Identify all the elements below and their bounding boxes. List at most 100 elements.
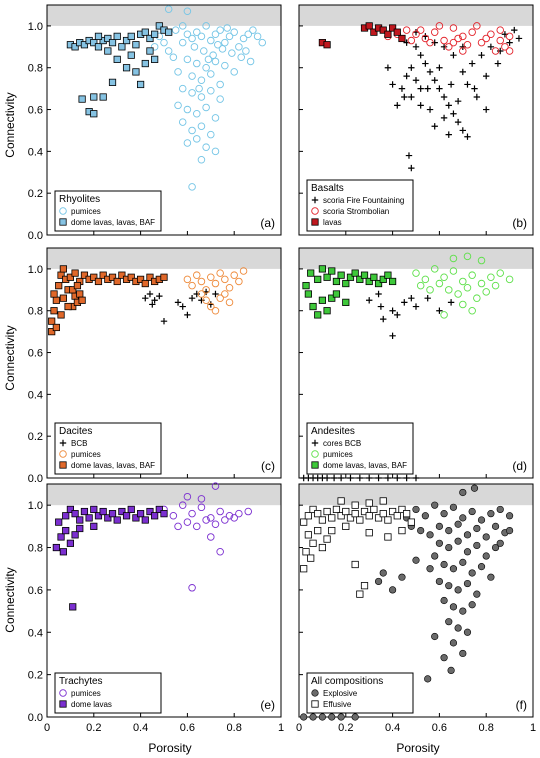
data-point [230,271,238,279]
data-point [473,294,481,302]
panel-label: (b) [512,216,527,230]
data-point [90,39,98,47]
legend-title: Dacites [59,426,92,437]
data-point [211,306,220,315]
data-point [337,271,345,279]
data-point [216,269,224,277]
data-point [449,565,458,573]
legend-box [306,422,414,475]
data-point [412,43,420,51]
data-point [394,474,401,482]
data-point [94,277,103,286]
legend-marker [59,461,67,469]
data-point [323,474,331,482]
legend-marker [59,218,67,226]
data-point [76,524,84,533]
data-point [351,269,359,277]
axes-frame [46,247,282,479]
data-point [431,123,438,130]
data-point [246,57,255,66]
data-point [239,267,248,275]
data-point [108,510,117,518]
y-axis-label-top: Connectivity [3,92,17,157]
data-point [426,68,434,76]
data-point [417,85,424,92]
series-0 [150,5,267,191]
data-point [221,61,229,70]
legend-marker [59,700,67,708]
legend-entry: dome lavas, lavas, BAF [71,218,155,227]
data-point [314,510,322,518]
data-point [491,522,500,530]
legend-marker [59,689,67,697]
data-point [332,277,341,286]
data-point [449,254,458,263]
legend-entry: scoria Fire Fountaining [323,196,404,205]
data-point [52,296,60,304]
data-point [487,573,495,581]
data-point [90,110,98,118]
data-point [463,283,472,292]
legend-box [54,422,162,475]
data-point [426,286,434,294]
legend-marker [59,450,67,458]
data-point [449,24,458,32]
legend-entry: lavas [323,218,342,227]
data-point [57,311,65,319]
data-point [379,497,387,505]
data-point [483,72,490,80]
legend-marker [311,461,319,469]
x-tick-label: 0.4 [133,722,148,734]
data-point [440,36,448,45]
data-point [454,624,462,632]
legend: Trachytes pumices dome lavas [54,672,162,714]
data-point [118,507,126,516]
data-point [421,512,429,520]
data-point [511,26,518,34]
data-point [188,294,196,302]
legend-box [306,179,414,232]
series-1 [412,252,514,319]
data-point [454,118,462,126]
y-tick-label: 0.2 [28,431,43,443]
legend-title: Andesites [311,426,355,437]
data-point [477,256,486,265]
legend-entry: BCB [71,439,87,448]
data-point [99,271,107,279]
data-point [431,501,439,509]
data-point [445,131,452,138]
data-point [318,296,327,304]
data-point [211,30,220,39]
data-point [323,507,331,516]
data-point [48,328,56,336]
data-point [426,565,434,573]
data-point [351,510,359,518]
legend-entry: dome lavas [71,700,112,709]
data-point [447,666,455,675]
data-point [497,47,504,55]
data-point [104,514,112,522]
data-point [80,41,89,49]
data-point [464,133,471,140]
data-point [459,277,467,286]
data-point [113,277,121,286]
data-point [496,269,504,277]
data-point [150,43,159,51]
data-point [459,558,467,566]
data-point [183,55,192,64]
data-point [440,560,448,569]
data-point [108,78,117,86]
data-point [398,34,406,43]
data-point [496,26,504,34]
legend: Andesites cores BCB pumices dome lavas, lav… [306,422,414,475]
data-point [426,531,434,539]
data-point [449,503,458,511]
data-point [351,501,359,509]
data-point [365,22,373,30]
data-point [384,533,392,541]
data-point [169,53,178,62]
data-point [483,106,490,113]
data-point [470,484,479,492]
data-point [230,28,238,36]
data-point [337,512,345,520]
